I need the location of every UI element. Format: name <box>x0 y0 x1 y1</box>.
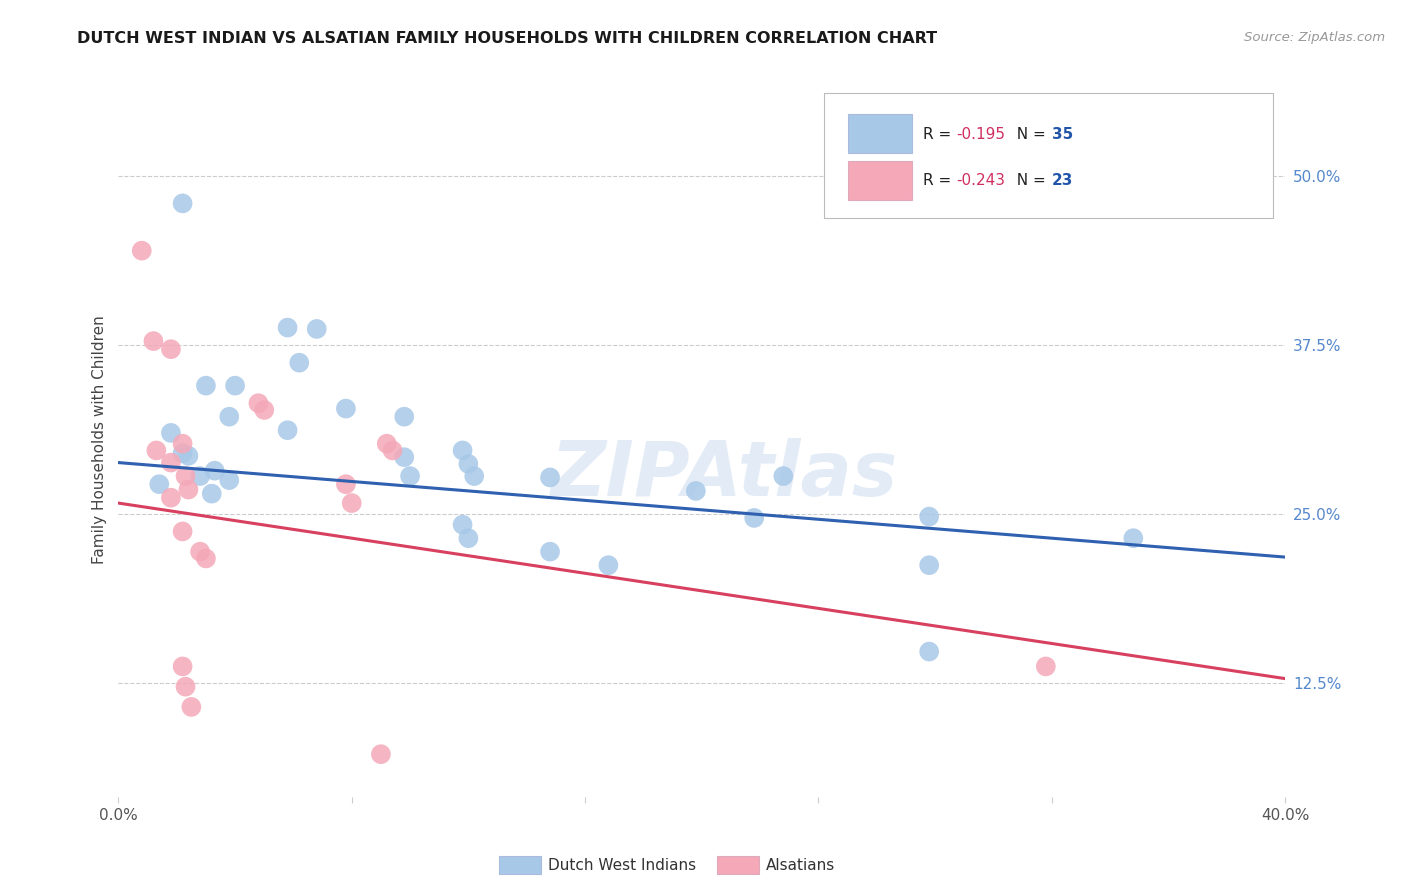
Point <box>224 378 246 392</box>
Point <box>277 320 299 334</box>
Point <box>177 483 200 497</box>
Text: N =: N = <box>1007 173 1050 188</box>
Point <box>180 700 202 714</box>
Text: Dutch West Indians: Dutch West Indians <box>548 858 696 872</box>
Point <box>247 396 270 410</box>
Text: -0.195: -0.195 <box>956 127 1005 142</box>
Point <box>918 558 941 573</box>
Point <box>177 449 200 463</box>
Text: Source: ZipAtlas.com: Source: ZipAtlas.com <box>1244 31 1385 45</box>
Point <box>772 469 794 483</box>
Point <box>160 456 183 470</box>
Point <box>218 473 240 487</box>
Text: Alsatians: Alsatians <box>766 858 835 872</box>
Text: 23: 23 <box>1052 173 1073 188</box>
Point <box>538 544 561 558</box>
Text: ZIPAtlas: ZIPAtlas <box>551 438 898 512</box>
Point <box>172 196 194 211</box>
Point <box>394 450 416 465</box>
Point <box>194 378 217 392</box>
Bar <box>848 161 911 200</box>
Text: R =: R = <box>924 127 956 142</box>
Point <box>742 511 765 525</box>
Point <box>172 436 194 450</box>
Point <box>451 517 474 532</box>
Point <box>918 509 941 524</box>
Point <box>172 446 194 460</box>
Bar <box>848 114 911 153</box>
Point <box>148 477 170 491</box>
Point <box>160 342 183 356</box>
Point <box>370 747 392 761</box>
Point <box>288 356 311 370</box>
Point <box>277 423 299 437</box>
Point <box>1035 659 1057 673</box>
Point <box>145 443 167 458</box>
Y-axis label: Family Households with Children: Family Households with Children <box>93 315 107 564</box>
Point <box>335 401 357 416</box>
Point <box>340 496 363 510</box>
Point <box>375 436 398 450</box>
Point <box>142 334 165 348</box>
Point <box>335 477 357 491</box>
Point <box>160 425 183 440</box>
Point <box>188 469 211 483</box>
Point <box>685 483 707 498</box>
Point <box>538 470 561 484</box>
Point <box>204 464 226 478</box>
Point <box>174 469 197 483</box>
Point <box>194 551 217 566</box>
Point <box>174 680 197 694</box>
Point <box>457 531 479 545</box>
Point <box>1122 531 1144 545</box>
Point <box>399 469 422 483</box>
Point <box>394 409 416 424</box>
Point <box>172 659 194 673</box>
Point <box>451 443 474 458</box>
Point <box>381 443 404 458</box>
Point <box>188 544 211 558</box>
Point <box>305 322 328 336</box>
Point <box>463 469 485 483</box>
Text: N =: N = <box>1007 127 1050 142</box>
Point <box>201 486 224 500</box>
Point <box>918 644 941 658</box>
Point <box>160 491 183 505</box>
Text: DUTCH WEST INDIAN VS ALSATIAN FAMILY HOUSEHOLDS WITH CHILDREN CORRELATION CHART: DUTCH WEST INDIAN VS ALSATIAN FAMILY HOU… <box>77 31 938 46</box>
Point <box>253 403 276 417</box>
FancyBboxPatch shape <box>824 93 1274 218</box>
Point <box>598 558 620 573</box>
Point <box>172 524 194 539</box>
Point <box>131 244 153 258</box>
Text: R =: R = <box>924 173 956 188</box>
Point <box>218 409 240 424</box>
Text: 35: 35 <box>1052 127 1073 142</box>
Point <box>457 457 479 471</box>
Text: -0.243: -0.243 <box>956 173 1005 188</box>
